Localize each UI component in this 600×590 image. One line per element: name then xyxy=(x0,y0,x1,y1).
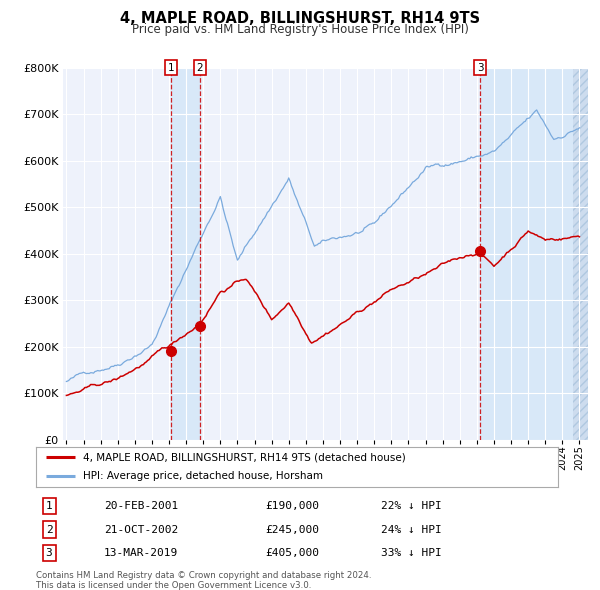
Text: 22% ↓ HPI: 22% ↓ HPI xyxy=(380,501,441,511)
Text: 4, MAPLE ROAD, BILLINGSHURST, RH14 9TS: 4, MAPLE ROAD, BILLINGSHURST, RH14 9TS xyxy=(120,11,480,25)
Bar xyxy=(171,68,200,440)
Text: HPI: Average price, detached house, Horsham: HPI: Average price, detached house, Hors… xyxy=(83,471,323,481)
Text: Contains HM Land Registry data © Crown copyright and database right 2024.
This d: Contains HM Land Registry data © Crown c… xyxy=(36,571,371,590)
Text: 21-OCT-2002: 21-OCT-2002 xyxy=(104,525,178,535)
Text: £190,000: £190,000 xyxy=(266,501,320,511)
Text: 3: 3 xyxy=(477,63,484,73)
Text: 1: 1 xyxy=(46,501,52,511)
Text: Price paid vs. HM Land Registry's House Price Index (HPI): Price paid vs. HM Land Registry's House … xyxy=(131,23,469,36)
Text: 33% ↓ HPI: 33% ↓ HPI xyxy=(380,548,441,558)
Text: 20-FEB-2001: 20-FEB-2001 xyxy=(104,501,178,511)
Text: 13-MAR-2019: 13-MAR-2019 xyxy=(104,548,178,558)
Text: 2: 2 xyxy=(46,525,52,535)
Text: 2: 2 xyxy=(196,63,203,73)
Text: 4, MAPLE ROAD, BILLINGSHURST, RH14 9TS (detached house): 4, MAPLE ROAD, BILLINGSHURST, RH14 9TS (… xyxy=(83,453,406,463)
Text: 1: 1 xyxy=(168,63,175,73)
Bar xyxy=(572,68,588,440)
Bar xyxy=(480,68,588,440)
Text: £245,000: £245,000 xyxy=(266,525,320,535)
Text: 3: 3 xyxy=(46,548,52,558)
Text: £405,000: £405,000 xyxy=(266,548,320,558)
Text: 24% ↓ HPI: 24% ↓ HPI xyxy=(380,525,441,535)
